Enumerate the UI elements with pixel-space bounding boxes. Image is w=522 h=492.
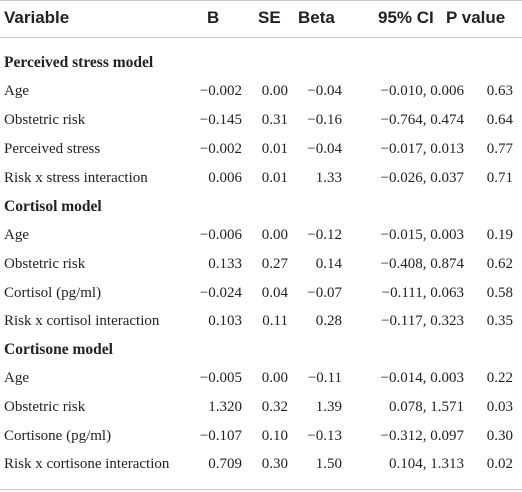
- cell-se: 0.01: [261, 170, 288, 186]
- cell-b: 0.133: [208, 256, 242, 272]
- header-variable: Variable: [4, 8, 70, 27]
- cell-b: −0.145: [199, 112, 242, 128]
- cell-b: −0.024: [199, 285, 242, 301]
- cell-variable: Risk x cortisone interaction: [4, 456, 170, 472]
- cell-beta: −0.11: [307, 370, 342, 386]
- cell-variable: Cortisone (pg/ml): [4, 428, 112, 444]
- cell-ci: −0.017, 0.013: [380, 141, 464, 157]
- cell-beta: −0.12: [307, 227, 342, 243]
- cell-p: 0.30: [486, 428, 513, 444]
- cell-beta: 0.14: [315, 256, 342, 272]
- table-row: Obstetric risk −0.145 0.31 −0.16 −0.764,…: [0, 112, 522, 134]
- section-title: Cortisone model: [4, 341, 113, 358]
- cell-p: 0.22: [486, 370, 513, 386]
- cell-ci: −0.014, 0.003: [380, 370, 464, 386]
- cell-p: 0.77: [486, 141, 513, 157]
- cell-beta: 1.39: [315, 399, 342, 415]
- cell-p: 0.64: [486, 112, 513, 128]
- cell-b: 1.320: [208, 399, 242, 415]
- cell-ci: −0.764, 0.474: [380, 112, 464, 128]
- cell-se: 0.00: [261, 227, 288, 243]
- cell-variable: Age: [4, 227, 29, 243]
- table-row: Risk x cortisol interaction 0.103 0.11 0…: [0, 313, 522, 335]
- cell-se: 0.11: [262, 313, 288, 329]
- bottom-divider: [0, 489, 522, 490]
- cell-se: 0.30: [261, 456, 288, 472]
- cell-beta: −0.07: [307, 285, 342, 301]
- cell-variable: Cortisol (pg/ml): [4, 285, 102, 301]
- header-se: SE: [258, 8, 281, 27]
- table-row: Perceived stress −0.002 0.01 −0.04 −0.01…: [0, 141, 522, 163]
- cell-b: 0.006: [208, 170, 242, 186]
- cell-se: 0.00: [261, 83, 288, 99]
- cell-b: 0.709: [208, 456, 242, 472]
- cell-variable: Obstetric risk: [4, 112, 86, 128]
- cell-variable: Risk x cortisol interaction: [4, 313, 160, 329]
- header-ci: 95% CI: [378, 8, 434, 27]
- table-row: Age −0.006 0.00 −0.12 −0.015, 0.003 0.19: [0, 227, 522, 249]
- section-title: Cortisol model: [4, 198, 102, 215]
- table-row: Obstetric risk 0.133 0.27 0.14 −0.408, 0…: [0, 256, 522, 278]
- cell-variable: Age: [4, 83, 29, 99]
- table-row: Age −0.005 0.00 −0.11 −0.014, 0.003 0.22: [0, 370, 522, 392]
- cell-ci: 0.078, 1.571: [389, 399, 464, 415]
- cell-ci: 0.104, 1.313: [389, 456, 464, 472]
- cell-variable: Risk x stress interaction: [4, 170, 148, 186]
- cell-b: −0.005: [199, 370, 242, 386]
- cell-p: 0.71: [486, 170, 513, 186]
- table-row: Age −0.002 0.00 −0.04 −0.010, 0.006 0.63: [0, 83, 522, 105]
- cell-b: −0.002: [199, 141, 242, 157]
- cell-ci: −0.015, 0.003: [380, 227, 464, 243]
- cell-b: 0.103: [208, 313, 242, 329]
- table-row: Cortisol (pg/ml) −0.024 0.04 −0.07 −0.11…: [0, 285, 522, 307]
- cell-p: 0.62: [486, 256, 513, 272]
- cell-se: 0.00: [261, 370, 288, 386]
- cell-p: 0.02: [486, 456, 513, 472]
- cell-p: 0.03: [486, 399, 513, 415]
- cell-b: −0.006: [199, 227, 242, 243]
- cell-se: 0.27: [261, 256, 288, 272]
- cell-b: −0.002: [199, 83, 242, 99]
- table-row: Obstetric risk 1.320 0.32 1.39 0.078, 1.…: [0, 399, 522, 421]
- cell-se: 0.10: [261, 428, 288, 444]
- cell-ci: −0.117, 0.323: [381, 313, 464, 329]
- cell-se: 0.32: [261, 399, 288, 415]
- cell-p: 0.63: [486, 83, 513, 99]
- cell-beta: −0.16: [307, 112, 342, 128]
- cell-p: 0.58: [486, 285, 513, 301]
- cell-ci: −0.026, 0.037: [380, 170, 464, 186]
- header-beta: Beta: [298, 8, 335, 27]
- header-b: B: [207, 8, 220, 27]
- cell-variable: Obstetric risk: [4, 256, 86, 272]
- cell-beta: −0.04: [307, 83, 342, 99]
- table-row: Cortisone (pg/ml) −0.107 0.10 −0.13 −0.3…: [0, 428, 522, 450]
- cell-se: 0.01: [261, 141, 288, 157]
- cell-beta: −0.04: [307, 141, 342, 157]
- cell-ci: −0.408, 0.874: [380, 256, 464, 272]
- table-row: Risk x cortisone interaction 0.709 0.30 …: [0, 456, 522, 478]
- cell-p: 0.19: [486, 227, 513, 243]
- cell-se: 0.04: [261, 285, 288, 301]
- table-header: Variable B SE Beta 95% CI P value: [0, 0, 522, 38]
- cell-ci: −0.010, 0.006: [380, 83, 464, 99]
- cell-beta: 1.50: [315, 456, 342, 472]
- cell-beta: 0.28: [315, 313, 342, 329]
- cell-ci: −0.312, 0.097: [380, 428, 464, 444]
- cell-ci: −0.111, 0.063: [381, 285, 464, 301]
- cell-beta: −0.13: [307, 428, 342, 444]
- cell-b: −0.107: [199, 428, 242, 444]
- cell-p: 0.35: [486, 313, 513, 329]
- section-title: Perceived stress model: [4, 54, 154, 71]
- table-row: Risk x stress interaction 0.006 0.01 1.3…: [0, 170, 522, 192]
- cell-variable: Perceived stress: [4, 141, 101, 157]
- cell-se: 0.31: [261, 112, 288, 128]
- cell-variable: Obstetric risk: [4, 399, 86, 415]
- cell-beta: 1.33: [315, 170, 342, 186]
- cell-variable: Age: [4, 370, 29, 386]
- header-p-value: P value: [446, 8, 506, 27]
